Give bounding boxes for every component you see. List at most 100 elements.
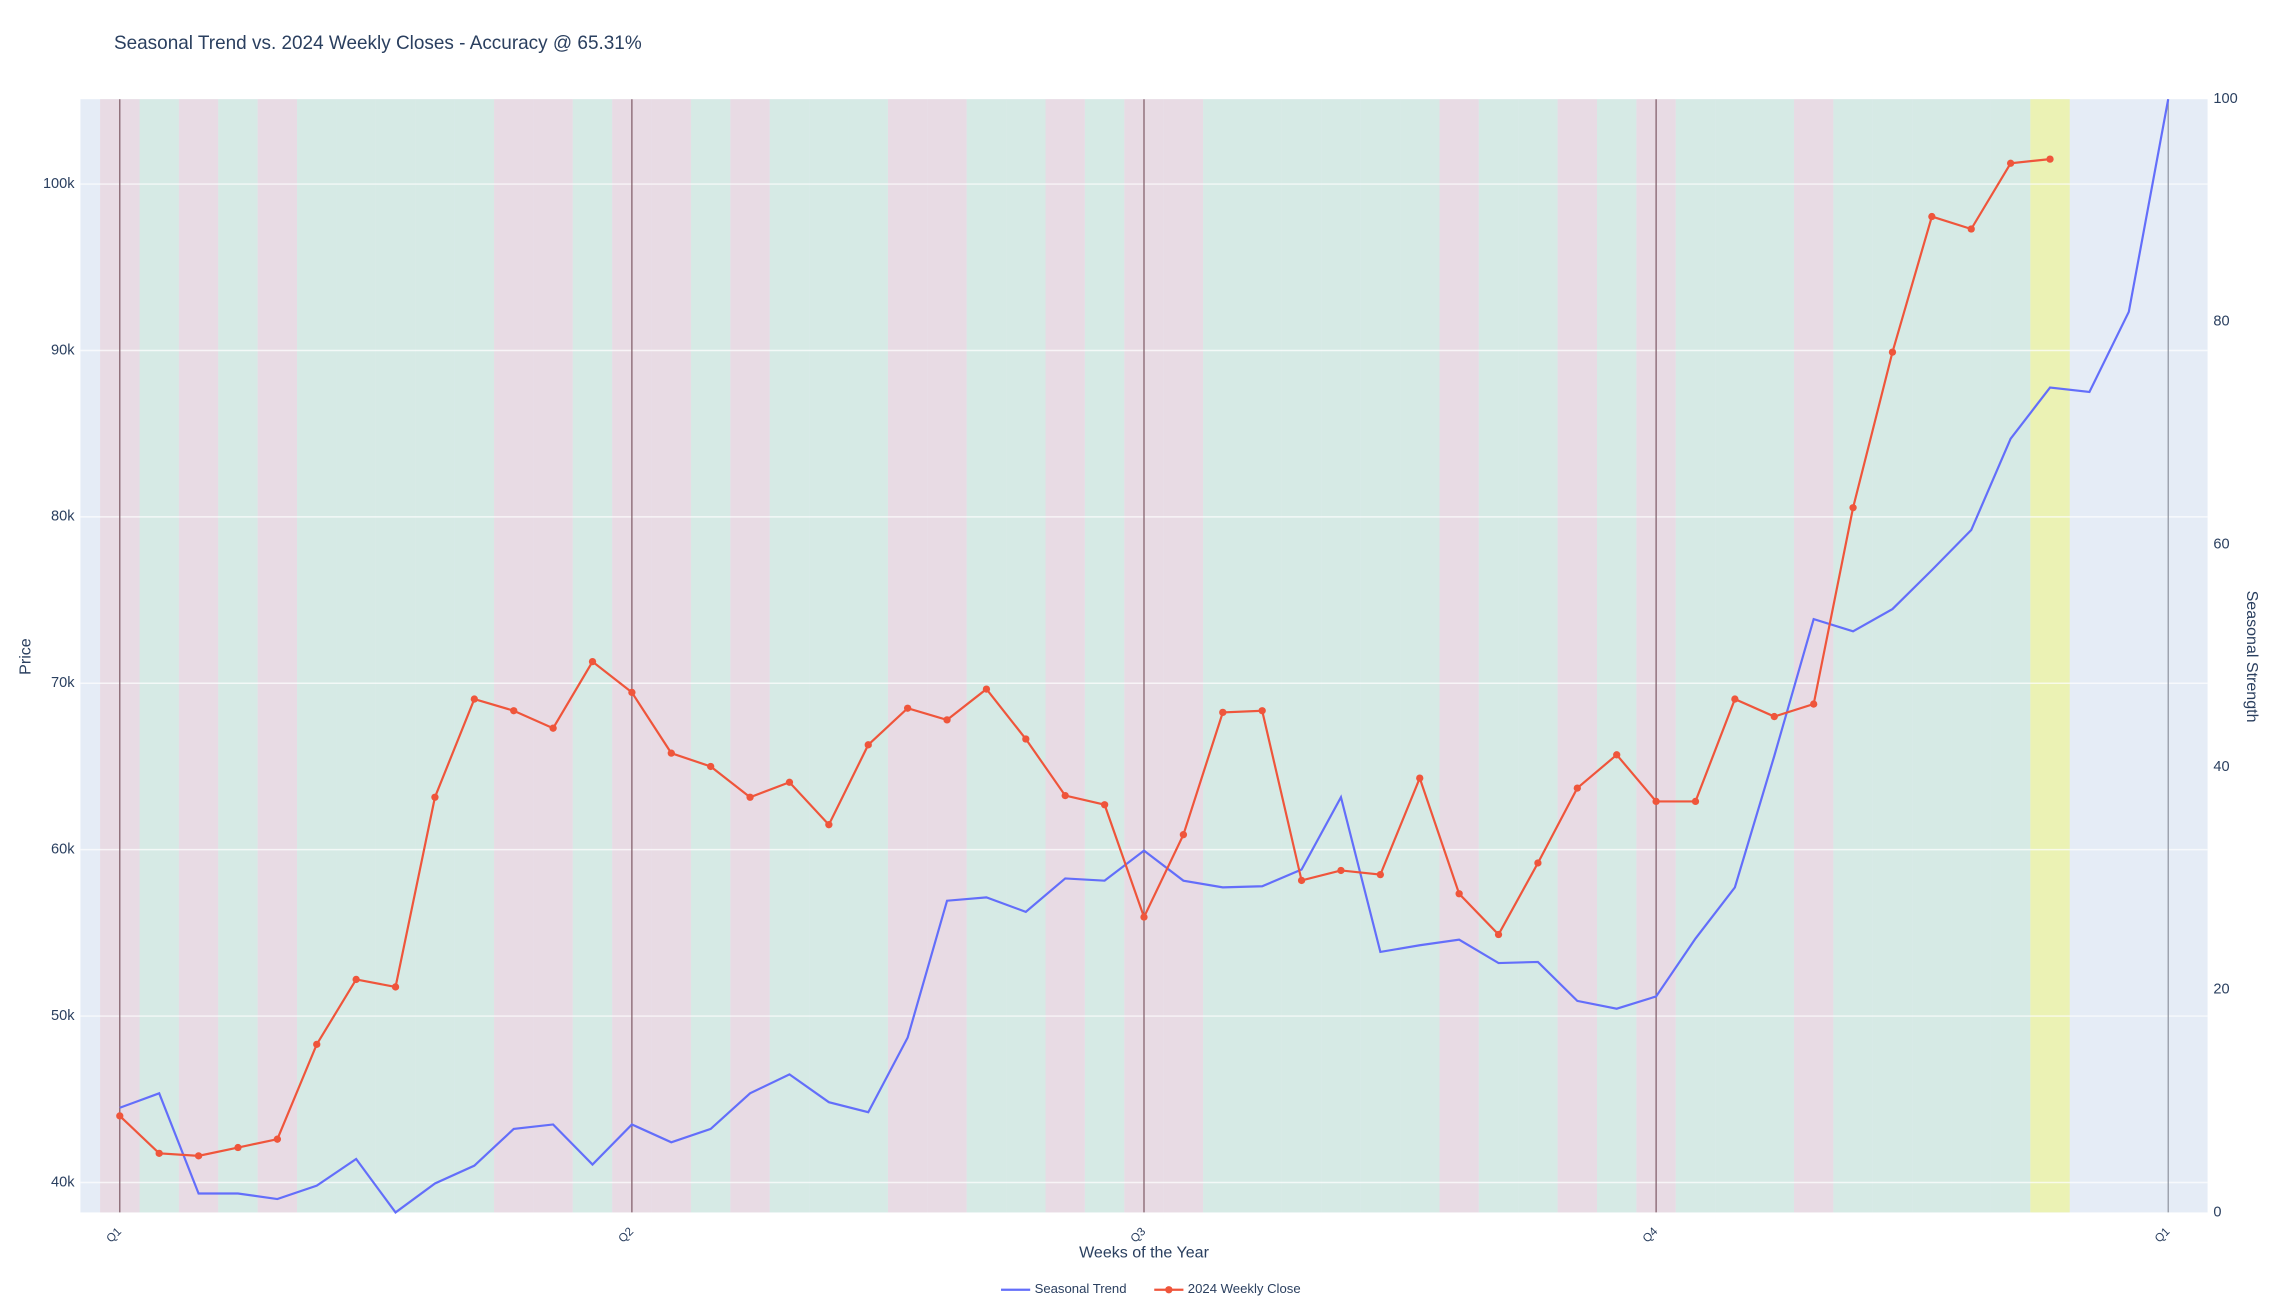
y-tick-label: 80k — [51, 509, 75, 525]
data-point — [352, 975, 360, 984]
week-band — [966, 99, 1007, 1213]
data-point — [1219, 708, 1227, 717]
y2-tick-label: 40 — [2213, 759, 2229, 775]
week-band — [1872, 99, 1913, 1213]
data-point — [1691, 797, 1700, 806]
y-tick-label: 90k — [51, 342, 75, 358]
week-band — [494, 99, 534, 1213]
data-point — [2006, 159, 2015, 167]
data-point — [1376, 870, 1385, 879]
y2-tick-label: 100 — [2213, 91, 2237, 107]
week-band — [454, 99, 495, 1213]
week-band — [218, 99, 258, 1213]
y2-tick-label: 60 — [2213, 536, 2229, 552]
week-band — [1163, 99, 1204, 1213]
data-point — [903, 704, 912, 712]
week-band — [651, 99, 691, 1213]
y-tick-label: 60k — [51, 842, 75, 858]
y-tick-label: 70k — [51, 675, 75, 691]
data-point — [549, 724, 557, 732]
week-band — [572, 99, 613, 1213]
week-band — [769, 99, 810, 1213]
data-point — [234, 1143, 242, 1152]
week-band — [927, 99, 967, 1213]
data-point — [1613, 751, 1621, 759]
data-point — [116, 1112, 124, 1120]
y-tick-label: 100k — [43, 176, 75, 192]
data-point — [470, 695, 478, 703]
legend-label: 2024 Weekly Close — [1188, 1281, 1301, 1296]
data-point — [1652, 797, 1660, 806]
week-band — [2030, 99, 2070, 1213]
data-point — [1297, 876, 1306, 885]
y-tick-label: 50k — [51, 1008, 75, 1024]
data-point — [155, 1149, 163, 1157]
week-band — [1754, 99, 1794, 1213]
week-band — [1675, 99, 1716, 1213]
y-tick-label: 40k — [51, 1174, 75, 1190]
y2-tick-label: 0 — [2213, 1204, 2221, 1220]
week-band — [139, 99, 179, 1213]
data-point — [1337, 866, 1345, 875]
data-point — [1888, 348, 1897, 356]
y2-tick-label: 20 — [2213, 982, 2229, 998]
y2-axis-title: Seasonal Strength — [2243, 591, 2261, 723]
data-point — [1140, 913, 1148, 921]
x-axis-title: Weeks of the Year — [1079, 1243, 1209, 1261]
week-band — [1006, 99, 1046, 1213]
data-point — [431, 793, 439, 801]
data-point — [707, 762, 715, 771]
week-band — [1597, 99, 1637, 1213]
data-point — [1770, 712, 1778, 721]
week-band — [1833, 99, 1873, 1213]
data-point — [273, 1135, 282, 1143]
x-tick-label: Q1 — [2152, 1225, 2172, 1245]
data-point — [2046, 155, 2054, 163]
y-axis-title: Price — [17, 638, 35, 675]
week-band — [375, 99, 416, 1213]
series-line — [119, 99, 2170, 1214]
data-point — [943, 716, 951, 724]
data-point — [1967, 225, 1975, 233]
data-point — [825, 821, 833, 829]
week-band — [1439, 99, 1479, 1213]
data-point — [1534, 859, 1542, 867]
data-point — [1416, 774, 1424, 782]
x-tick-label: Q1 — [104, 1225, 124, 1245]
week-band — [730, 99, 770, 1213]
week-band — [690, 99, 731, 1213]
x-tick-label: Q4 — [1640, 1225, 1661, 1246]
week-band — [1045, 99, 1085, 1213]
week-band — [1360, 99, 1401, 1213]
week-band — [848, 99, 888, 1213]
week-band — [178, 99, 219, 1213]
chart-title: Seasonal Trend vs. 2024 Weekly Closes - … — [114, 33, 642, 54]
series-line — [119, 158, 2051, 1157]
data-point — [313, 1040, 321, 1048]
legend-label: Seasonal Trend — [1035, 1281, 1127, 1296]
x-tick-label: Q3 — [1128, 1225, 1148, 1245]
legend-marker — [1165, 1286, 1173, 1294]
data-point — [1455, 890, 1463, 898]
week-band — [1518, 99, 1558, 1213]
data-point — [1573, 784, 1581, 792]
week-band — [1557, 99, 1598, 1213]
week-band — [1203, 99, 1243, 1213]
week-band — [1990, 99, 2031, 1213]
week-band — [887, 99, 928, 1213]
data-point — [1179, 831, 1188, 839]
data-point — [391, 983, 400, 991]
week-band — [415, 99, 455, 1213]
week-band — [1281, 99, 1322, 1213]
data-point — [982, 685, 991, 693]
data-point — [194, 1152, 203, 1160]
week-band — [1242, 99, 1282, 1213]
week-band — [533, 99, 573, 1213]
x-tick-label: Q2 — [616, 1225, 636, 1245]
data-point — [1494, 930, 1503, 939]
data-point — [1258, 707, 1266, 715]
week-band — [336, 99, 376, 1213]
data-point — [1928, 212, 1936, 221]
week-band — [1478, 99, 1519, 1213]
